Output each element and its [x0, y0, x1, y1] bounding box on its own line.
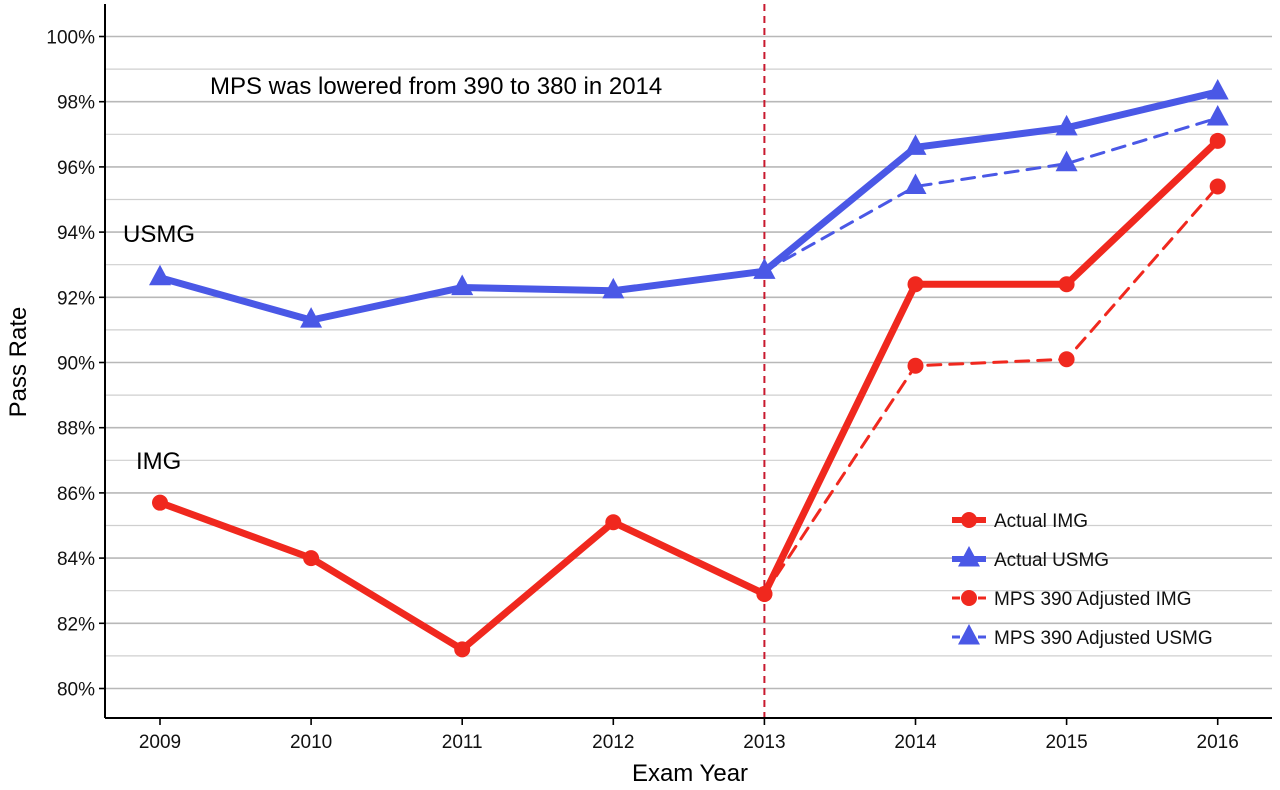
- x-tick-label: 2009: [139, 732, 181, 753]
- data-point-actual-img: [907, 276, 924, 293]
- series-line-actual-usmg: [156, 88, 1222, 324]
- y-tick-label: 84%: [57, 549, 95, 570]
- legend-label-mps-390-adjusted-img: MPS 390 Adjusted IMG: [994, 589, 1192, 610]
- legend-swatch-marker-mps-390-adjusted-usmg: [958, 624, 980, 645]
- y-ticks: 80% 82% 84% 86% 88% 90% 92% 94% 96% 98% 100%: [46, 28, 105, 701]
- axes: [104, 4, 1272, 719]
- x-tick-label: 2014: [894, 732, 937, 753]
- series-lines: [156, 88, 1222, 653]
- x-tick-label: 2013: [743, 732, 785, 753]
- annotation-mps-note: MPS was lowered from 390 to 380 in 2014: [210, 73, 662, 100]
- y-tick-label: 82%: [57, 614, 95, 635]
- series-markers: [149, 78, 1229, 658]
- legend-swatch-marker-actual-usmg: [958, 546, 980, 567]
- data-point-actual-usmg: [1206, 78, 1229, 100]
- x-axis-title: Exam Year: [632, 760, 748, 787]
- series-line-actual-img: [156, 137, 1222, 653]
- legend: Actual IMG Actual USMG MPS 390 Adjusted IM…: [952, 511, 1213, 649]
- y-tick-label: 80%: [57, 680, 95, 701]
- data-point-actual-img: [1058, 276, 1075, 293]
- data-point-actual-img: [152, 494, 168, 511]
- y-tick-label: 98%: [57, 93, 95, 114]
- series-line-mps-390-adjusted-img: [762, 184, 1220, 596]
- x-ticks: 2009 2010 2011 2012 2013 2014 2015 2016: [139, 718, 1239, 753]
- data-point-actual-usmg: [300, 307, 323, 328]
- data-point-actual-img: [605, 514, 622, 531]
- y-axis-title: Pass Rate: [5, 307, 32, 418]
- x-tick-label: 2016: [1197, 732, 1239, 753]
- y-tick-label: 92%: [57, 288, 95, 309]
- y-tick-label: 90%: [57, 354, 95, 375]
- y-tick-label: 96%: [57, 158, 95, 179]
- data-point-actual-usmg: [904, 134, 927, 155]
- data-point-actual-usmg: [149, 264, 171, 286]
- series-line-mps-390-adjusted-usmg: [762, 116, 1220, 273]
- data-point-actual-usmg: [602, 277, 625, 299]
- y-tick-label: 94%: [57, 223, 95, 244]
- data-point-mps-390-adjusted-usmg: [1206, 105, 1229, 126]
- data-point-actual-img: [1209, 132, 1226, 149]
- data-point-actual-usmg: [1055, 114, 1078, 136]
- legend-swatch-marker-mps-390-adjusted-img: [961, 590, 977, 606]
- x-tick-label: 2011: [442, 732, 483, 753]
- data-point-mps-390-adjusted-img: [1058, 351, 1075, 368]
- legend-label-actual-img: Actual IMG: [994, 511, 1088, 532]
- x-tick-label: 2012: [592, 732, 634, 753]
- y-tick-label: 86%: [57, 484, 95, 505]
- x-tick-label: 2010: [290, 732, 332, 753]
- data-point-mps-390-adjusted-img: [1209, 178, 1226, 195]
- legend-label-mps-390-adjusted-usmg: MPS 390 Adjusted USMG: [994, 628, 1213, 649]
- y-tick-label: 88%: [57, 419, 95, 440]
- annotation-usmg-label: USMG: [123, 221, 195, 248]
- data-point-mps-390-adjusted-img: [907, 357, 924, 374]
- data-point-actual-usmg: [451, 274, 474, 296]
- y-tick-label: 100%: [46, 28, 95, 49]
- data-point-actual-img: [454, 641, 471, 658]
- data-point-actual-usmg: [753, 258, 776, 279]
- data-point-mps-390-adjusted-usmg: [904, 173, 927, 195]
- x-tick-label: 2015: [1045, 732, 1087, 753]
- data-point-mps-390-adjusted-usmg: [1055, 150, 1078, 172]
- legend-label-actual-usmg: Actual USMG: [994, 550, 1109, 571]
- legend-swatch-marker-actual-img: [961, 512, 977, 528]
- grid-lines: [105, 35, 1272, 690]
- data-point-actual-img: [303, 550, 320, 567]
- annotation-img-label: IMG: [136, 448, 181, 475]
- data-point-actual-img: [756, 585, 773, 602]
